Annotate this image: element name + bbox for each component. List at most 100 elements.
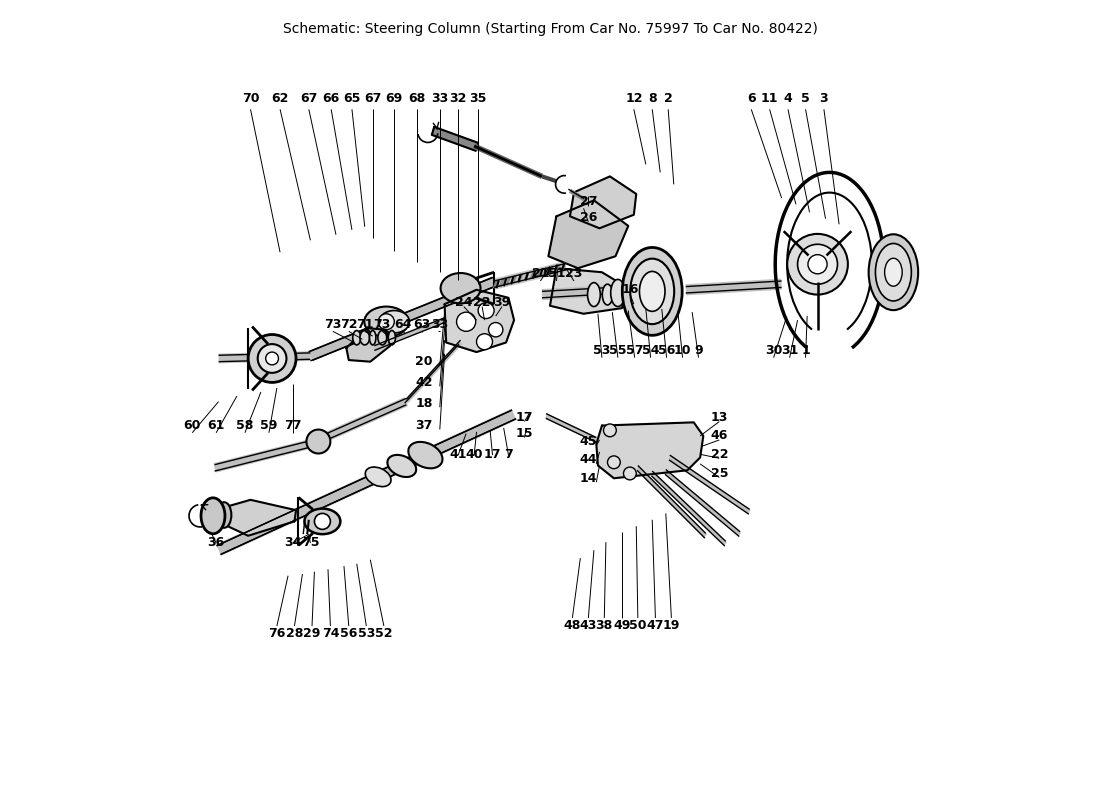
Text: 44: 44 [580,454,597,466]
Text: 15: 15 [516,427,534,440]
Ellipse shape [884,258,902,286]
Text: 13: 13 [711,411,728,424]
Text: 60: 60 [184,419,201,432]
Text: 45: 45 [580,435,597,448]
Text: 49: 49 [613,618,630,632]
Text: 48: 48 [563,618,581,632]
Text: 71: 71 [356,318,374,330]
Text: 19: 19 [662,618,680,632]
Circle shape [266,352,278,365]
Text: 55: 55 [609,344,627,357]
Ellipse shape [639,271,665,311]
Ellipse shape [441,273,481,303]
Circle shape [788,234,848,294]
Text: 61: 61 [208,419,224,432]
Ellipse shape [364,306,408,337]
Ellipse shape [625,280,636,302]
Text: 10: 10 [674,344,691,357]
Text: 66: 66 [322,92,340,105]
Circle shape [478,302,494,318]
Text: 63: 63 [414,318,431,330]
Polygon shape [549,200,628,268]
Text: 14: 14 [580,472,597,485]
Text: 67: 67 [300,92,318,105]
Text: 9: 9 [694,344,703,357]
Polygon shape [444,290,514,352]
Text: 43: 43 [580,618,597,632]
Ellipse shape [378,330,387,345]
Circle shape [808,254,827,274]
Text: Schematic: Steering Column (Starting From Car No. 75997 To Car No. 80422): Schematic: Steering Column (Starting Fro… [283,22,817,36]
Text: 25: 25 [711,467,728,480]
Text: 34: 34 [284,536,301,549]
Text: 37: 37 [415,419,432,432]
Ellipse shape [217,502,231,528]
Text: 18: 18 [415,397,432,410]
Ellipse shape [387,455,416,477]
Text: 54: 54 [642,344,659,357]
Polygon shape [596,422,703,478]
Text: 73: 73 [324,318,341,330]
Text: 16: 16 [621,283,638,296]
Text: 29: 29 [304,626,321,640]
Ellipse shape [587,282,601,306]
Text: 24: 24 [455,296,473,309]
Text: 31: 31 [781,344,799,357]
Text: 42: 42 [415,376,432,389]
Text: 64: 64 [395,318,411,330]
Text: 32: 32 [450,92,466,105]
Text: 26: 26 [580,211,597,225]
Text: 27: 27 [580,195,597,209]
Text: 59: 59 [261,419,277,432]
Text: 22: 22 [473,296,491,309]
Polygon shape [570,176,636,228]
Text: 57: 57 [626,344,644,357]
Text: 11: 11 [761,92,779,105]
Circle shape [607,456,620,469]
Text: 41: 41 [450,448,466,461]
Text: 51: 51 [548,267,565,280]
Text: 33: 33 [431,318,449,330]
Circle shape [476,334,493,350]
Circle shape [307,430,330,454]
Ellipse shape [869,234,918,310]
Text: 77: 77 [284,419,301,432]
Text: 69: 69 [386,92,403,105]
Text: 74: 74 [321,626,339,640]
Ellipse shape [623,247,682,335]
Circle shape [624,467,636,480]
Text: 28: 28 [286,626,304,640]
Text: 33: 33 [431,92,449,105]
Polygon shape [222,500,296,536]
Text: 5: 5 [801,92,810,105]
Circle shape [378,314,394,330]
Circle shape [249,334,296,382]
Ellipse shape [630,258,674,324]
Text: 1: 1 [801,344,810,357]
Text: 12: 12 [625,92,642,105]
Circle shape [604,424,616,437]
Ellipse shape [603,284,613,305]
Ellipse shape [669,279,679,300]
Ellipse shape [653,278,667,302]
Circle shape [315,514,330,530]
Text: 3: 3 [820,92,828,105]
Text: 56: 56 [340,626,358,640]
Circle shape [456,312,475,331]
Text: 38: 38 [596,618,613,632]
Text: 75: 75 [301,536,319,549]
Circle shape [488,322,503,337]
Text: 40: 40 [465,448,483,461]
Ellipse shape [305,509,340,534]
Circle shape [798,244,837,284]
Text: 47: 47 [647,618,664,632]
Ellipse shape [379,310,409,333]
Text: 8: 8 [648,92,657,105]
Text: 30: 30 [764,344,782,357]
Circle shape [257,344,286,373]
Text: 70: 70 [242,92,260,105]
Text: 62: 62 [272,92,289,105]
Text: 4: 4 [783,92,792,105]
Text: 17: 17 [484,448,502,461]
Ellipse shape [876,243,912,301]
